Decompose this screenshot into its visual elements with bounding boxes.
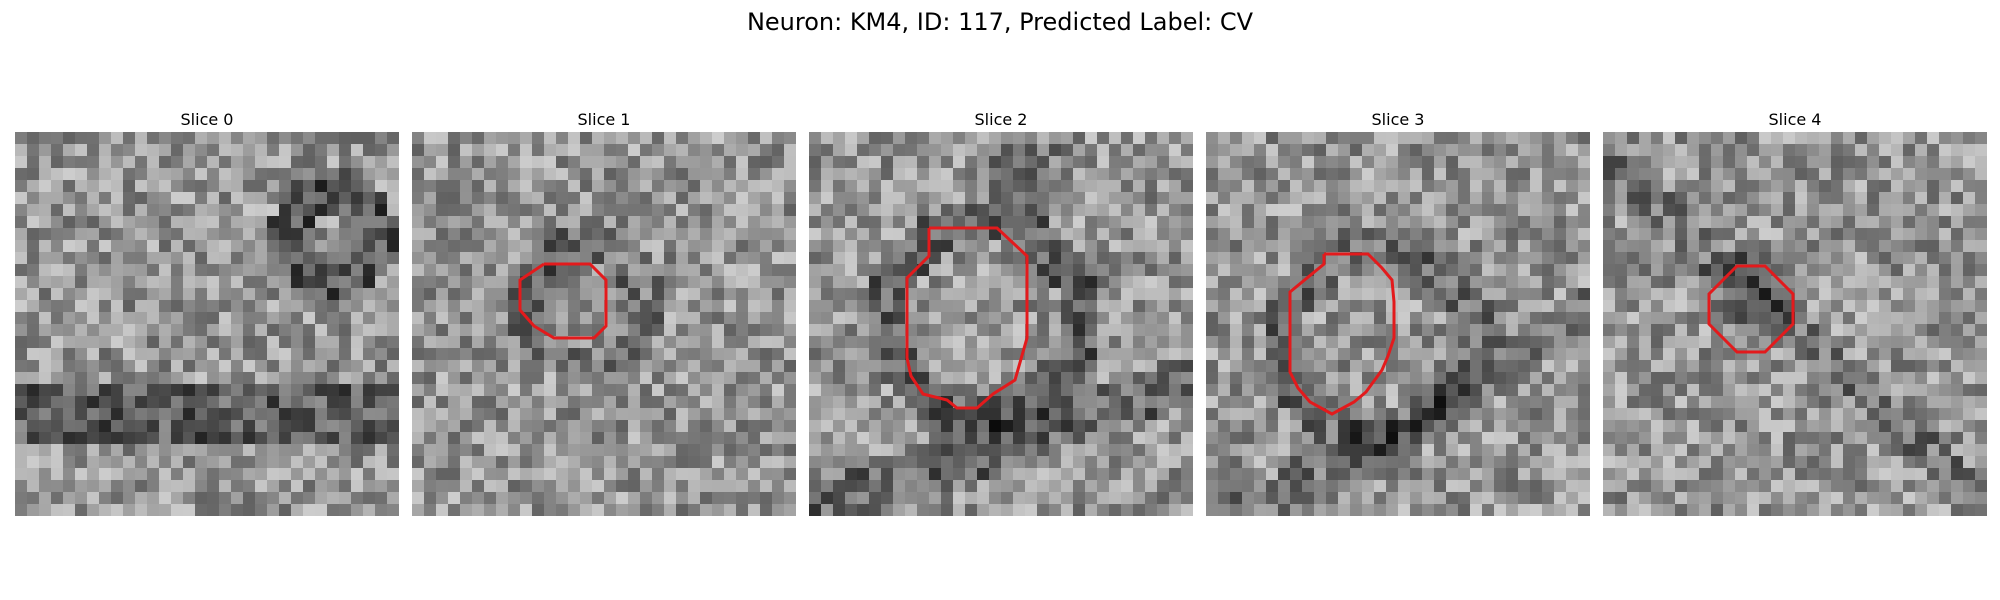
slice-title: Slice 1 [577,110,631,129]
segmentation-contour [1288,252,1396,416]
slice-title: Slice 2 [974,110,1028,129]
slice-3-canvas [1206,132,1590,516]
slice-panel-1: Slice 1 [412,108,796,516]
slice-title: Slice 3 [1371,110,1425,129]
slice-panel-3: Slice 3 [1206,108,1590,516]
slice-1-canvas [412,132,796,516]
slice-panel-2: Slice 2 [809,108,1193,516]
figure-title: Neuron: KM4, ID: 117, Predicted Label: C… [746,8,1254,36]
slice-2-canvas [809,132,1193,516]
slice-image [1206,132,1590,516]
slice-image [412,132,796,516]
slice-title: Slice 4 [1768,110,1822,129]
segmentation-contour [905,226,1029,410]
segmentation-contour [1707,264,1795,354]
slice-panel-4: Slice 4 [1603,108,1987,516]
slice-image [15,132,399,516]
slice-image [809,132,1193,516]
slice-0-canvas [15,132,399,516]
slice-title: Slice 0 [180,110,234,129]
slice-panel-0: Slice 0 [15,108,399,516]
segmentation-contour [518,262,608,340]
slice-image [1603,132,1987,516]
slice-4-canvas [1603,132,1987,516]
